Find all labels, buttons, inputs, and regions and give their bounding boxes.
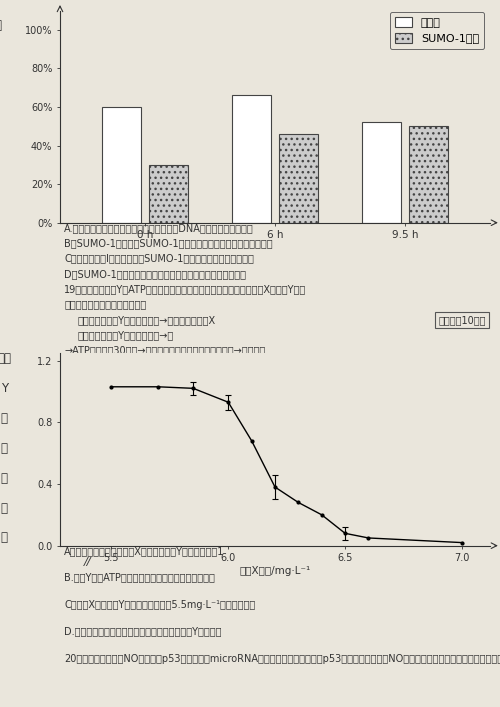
Text: A.核体排出后，初级卵母细胞中染色体与核DNA的数量比未发生改变: A.核体排出后，初级卵母细胞中染色体与核DNA的数量比未发生改变: [64, 223, 254, 233]
Bar: [148, 165, 188, 223]
Text: B.蛋白Y嫂化ATP水解时，一般与胞内放能反应相联系: B.蛋白Y嫂化ATP水解时，一般与胞内放能反应相联系: [64, 573, 215, 583]
X-axis label: 药物X浓度/mg·L⁻¹: 药物X浓度/mg·L⁻¹: [240, 566, 310, 576]
Text: 对照组：将蛋白Y与缓冲液混合→？: 对照组：将蛋白Y与缓冲液混合→？: [77, 330, 174, 340]
Text: //: //: [84, 557, 92, 567]
Text: 相: 相: [0, 472, 7, 485]
Text: 性: 性: [0, 442, 7, 455]
Text: 实验组：将蛋白Y与缓冲液混合→不同浓度的药物X: 实验组：将蛋白Y与缓冲液混合→不同浓度的药物X: [77, 315, 216, 325]
Bar: [232, 95, 271, 223]
Text: D．SUMO-1蛋白对处于分裂后期的初级卵母细胞基本不起作用: D．SUMO-1蛋白对处于分裂后期的初级卵母细胞基本不起作用: [64, 269, 246, 279]
Text: 活: 活: [0, 412, 7, 425]
Text: C．药物X抑制蛋白Y的活性，浓度大于5.5mg·L⁻¹时抑制作用弱: C．药物X抑制蛋白Y的活性，浓度大于5.5mg·L⁻¹时抑制作用弱: [64, 600, 256, 609]
Text: →ATP溶液室温30分钟→孔雀绿（与无机磷反应生成绿色）→定量分析: →ATP溶液室温30分钟→孔雀绿（与无机磷反应生成绿色）→定量分析: [64, 346, 266, 356]
Text: 值: 值: [0, 532, 7, 544]
Text: 对: 对: [0, 501, 7, 515]
Text: 蛋白: 蛋白: [0, 352, 11, 365]
Text: 19．已知某种蛋白Y将ATP水解时，可产生无机磷。为研究不同浓度药物X对蛋白Y的作: 19．已知某种蛋白Y将ATP水解时，可产生无机磷。为研究不同浓度药物X对蛋白Y的…: [64, 284, 306, 294]
Text: 20．最新研究发现，NO能使基因p53表达出多种microRNA诱导结肠癌细胞凋亡，而p53突变失活就会阽断NO诱导的结肠癌细胞凋亡。如图所示。下列与结肠癌有关: 20．最新研究发现，NO能使基因p53表达出多种microRNA诱导结肠癌细胞凋…: [64, 654, 500, 664]
Text: 用，科研人员进行了如下实验。: 用，科研人员进行了如下实验。: [64, 300, 146, 310]
Text: D.缓冲液和室温为无关变量，绿色越深说明蛋白Y活性越弱: D.缓冲液和室温为无关变量，绿色越深说明蛋白Y活性越弱: [64, 626, 222, 637]
Text: C．在减数分裂I的特定时期，SUMO-1蛋白分子仍能促进核体排出: C．在减数分裂I的特定时期，SUMO-1蛋白分子仍能促进核体排出: [64, 253, 254, 264]
Text: Y: Y: [0, 382, 7, 395]
Bar: [362, 122, 402, 223]
Text: 室温孵育10分钟: 室温孵育10分钟: [438, 315, 486, 325]
Text: A．对照组应加入溶解药物X的溶剂，蛋白Y活性相对值为1: A．对照组应加入溶解药物X的溶剂，蛋白Y活性相对值为1: [64, 546, 224, 556]
Bar: [102, 107, 141, 223]
Bar: [279, 134, 318, 223]
Text: B．SUMO-1的抗体能SUMO-1蛋白分子特异性结合、进而使其水解: B．SUMO-1的抗体能SUMO-1蛋白分子特异性结合、进而使其水解: [64, 238, 273, 248]
Bar: [409, 127, 449, 223]
Legend: 对照组, SUMO-1抗体: 对照组, SUMO-1抗体: [390, 12, 484, 49]
Text: 核体: 核体: [0, 19, 2, 32]
